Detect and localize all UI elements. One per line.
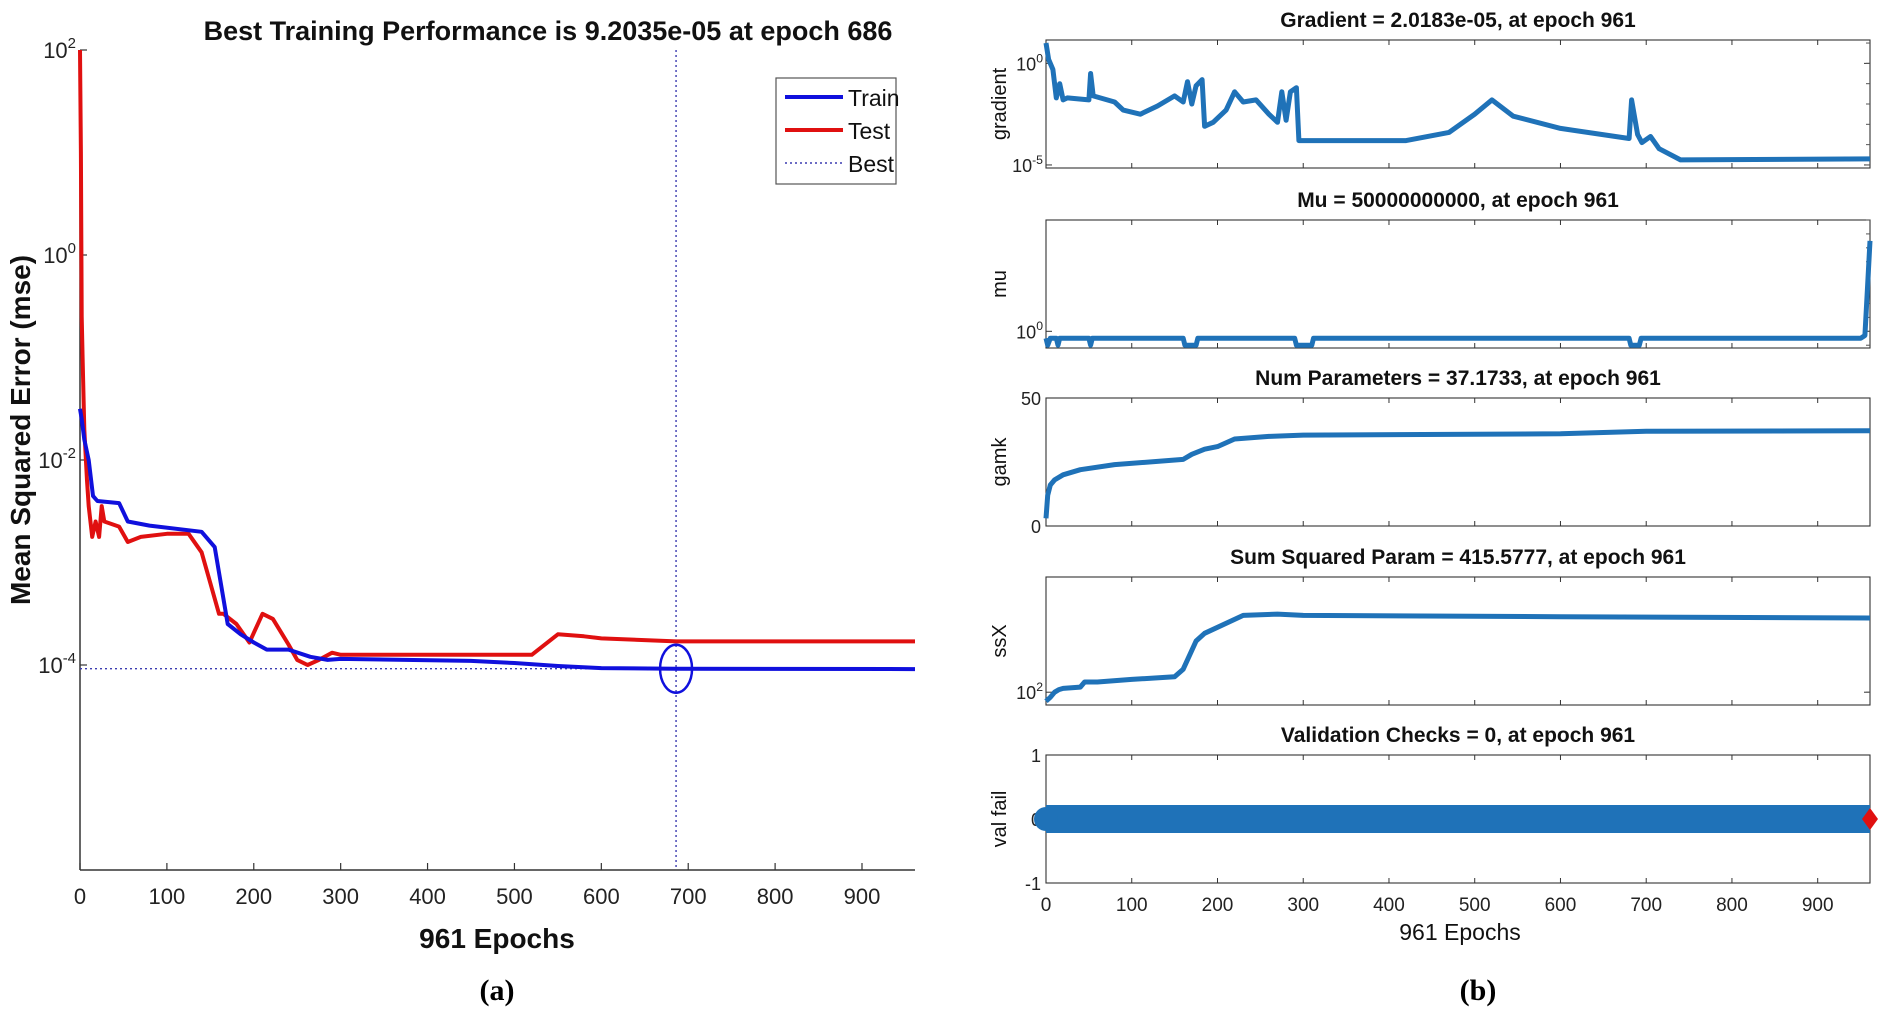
chart-a-ylabel: Mean Squared Error (mse) [5,255,36,605]
chart-b-xtick-label: 800 [1716,895,1748,916]
chart-b-ytick-label: 10-5 [1012,153,1043,176]
chart-a-xtick-label: 500 [496,884,533,909]
chart-a-xtick-label: 100 [149,884,186,909]
chart-b-ytick-label: 102 [1016,680,1043,703]
chart-a-x-ticks: 0 100 200 300 400 500 600 700 800 900 [74,863,880,909]
chart-b-subplot-title: Num Parameters = 37.1733, at epoch 961 [1255,367,1661,390]
chart-a-xtick-label: 200 [235,884,272,909]
chart-b-ytick-label: -1 [1025,874,1041,894]
chart-b-subplot-val-fail: Validation Checks = 0, at epoch 961 val f… [989,724,1878,894]
chart-b-ytick-label: 50 [1021,389,1041,409]
chart-b-xtick-label: 700 [1630,895,1662,916]
chart-b-xtick-label: 600 [1545,895,1577,916]
chart-b-xtick-label: 900 [1802,895,1834,916]
chart-b-ytick-label: 1 [1031,746,1041,766]
chart-b-xtick-label: 400 [1373,895,1405,916]
chart-b-xtick-label: 100 [1116,895,1148,916]
chart-b-valfail-end-marker [1862,808,1878,830]
chart-b-frame [1045,576,1871,706]
chart-b-subplot-title: Sum Squared Param = 415.5777, at epoch 9… [1230,546,1686,569]
chart-a-best-marker [658,643,694,694]
chart-a-legend-best: Best [848,151,895,177]
chart-a-ytick-label: 102 [43,35,76,63]
chart-a-legend: Train Test Best [775,77,900,185]
chart-b-xtick-label: 200 [1202,895,1234,916]
chart-b-subplot-ylabel: gradient [989,67,1011,140]
chart-b-frame [1045,219,1871,349]
chart-a-ytick-label: 100 [43,240,76,268]
chart-b-xtick-label: 300 [1287,895,1319,916]
chart-b-subplot-title: Gradient = 2.0183e-05, at epoch 961 [1280,9,1636,32]
chart-a-xtick-label: 0 [74,884,86,909]
chart-b-series-mu [1043,240,1873,348]
chart-a-series-test [78,49,915,667]
chart-a-legend-train: Train [848,85,900,111]
chart-b-series-gamk [1043,428,1871,519]
chart-a-caption: (a) [480,974,515,1007]
chart-a-xtick-label: 400 [409,884,446,909]
chart-a-xtick-label: 900 [844,884,881,909]
chart-b-series-gradient [1043,42,1871,163]
chart-b-subplot-ssX: Sum Squared Param = 415.5777, at epoch 9… [989,546,1871,706]
chart-a-ytick-label: 10-2 [38,445,76,473]
chart-b-xtick-label: 0 [1041,895,1052,916]
chart-b-frame [1045,39,1871,169]
chart-a-xtick-label: 800 [757,884,794,909]
chart-a-xtick-label: 300 [322,884,359,909]
chart-b-xlabel: 961 Epochs [1399,919,1520,945]
chart-b-subplot-ylabel: gamk [989,437,1011,487]
chart-a-legend-test: Test [848,118,891,144]
chart-b-ytick-label: 100 [1016,319,1043,342]
chart-a-xtick-label: 700 [670,884,707,909]
chart-b-valfail-band [1046,805,1870,833]
chart-b-caption: (b) [1460,974,1497,1007]
chart-b-subplot-title: Validation Checks = 0, at epoch 961 [1281,724,1636,747]
chart-b-subplot-gradient: Gradient = 2.0183e-05, at epoch 961 gradi… [989,9,1871,176]
chart-a-title: Best Training Performance is 9.2035e-05 … [204,16,893,46]
chart-a-series-train [78,408,916,672]
chart-b-subplot-ylabel: val fail [989,791,1011,848]
chart-a-xlabel: 961 Epochs [419,923,575,954]
chart-b-ytick-label: 100 [1016,51,1043,74]
chart-a-xtick-label: 600 [583,884,620,909]
chart-b-subplot-ylabel: ssX [989,624,1011,657]
chart-b-xtick-label: 500 [1459,895,1491,916]
chart-b-series-ssX [1044,611,1871,704]
chart-b-valfail-start-marker [1034,807,1058,831]
chart-a-ytick-label: 10-4 [38,650,76,678]
chart-a-y-ticks: 102 100 10-2 10-4 [38,35,87,678]
chart-b-frame [1045,397,1871,527]
chart-b-subplot-ylabel: mu [989,270,1011,298]
chart-b-subplot-gamk: Num Parameters = 37.1733, at epoch 961 ga… [989,367,1871,537]
chart-b-subplot-title: Mu = 50000000000, at epoch 961 [1297,189,1619,212]
panel-b: Gradient = 2.0183e-05, at epoch 961 gradi… [989,9,1878,916]
chart-b-ytick-label: 0 [1031,517,1041,537]
panel-a: Best Training Performance is 9.2035e-05 … [5,16,916,1007]
